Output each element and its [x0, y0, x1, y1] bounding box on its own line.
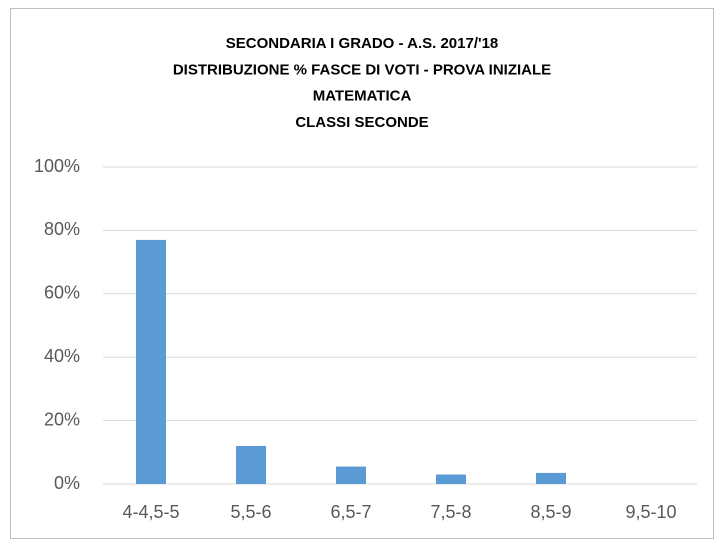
x-tick-label: 4-4,5-5 [122, 502, 179, 522]
x-tick-label: 8,5-9 [530, 502, 571, 522]
x-tick-label: 6,5-7 [330, 502, 371, 522]
bar [536, 472, 566, 484]
bar [236, 445, 266, 484]
y-tick-label: 40% [44, 346, 80, 366]
bar [336, 466, 366, 484]
y-tick-label: 60% [44, 283, 80, 303]
x-tick-label: 5,5-6 [230, 502, 271, 522]
chart-title: SECONDARIA I GRADO - A.S. 2017/'18 [226, 35, 499, 52]
bar [136, 239, 166, 484]
bar [436, 474, 466, 484]
chart-title: CLASSI SECONDE [295, 114, 428, 131]
x-tick-label: 7,5-8 [430, 502, 471, 522]
y-tick-label: 20% [44, 409, 80, 429]
chart-title: DISTRIBUZIONE % FASCE DI VOTI - PROVA IN… [173, 61, 551, 78]
x-tick-label: 9,5-10 [625, 502, 676, 522]
chart-frame [10, 8, 714, 539]
y-tick-label: 0% [54, 473, 80, 493]
chart-title: MATEMATICA [313, 88, 412, 105]
y-tick-label: 100% [34, 156, 80, 176]
y-tick-label: 80% [44, 219, 80, 239]
